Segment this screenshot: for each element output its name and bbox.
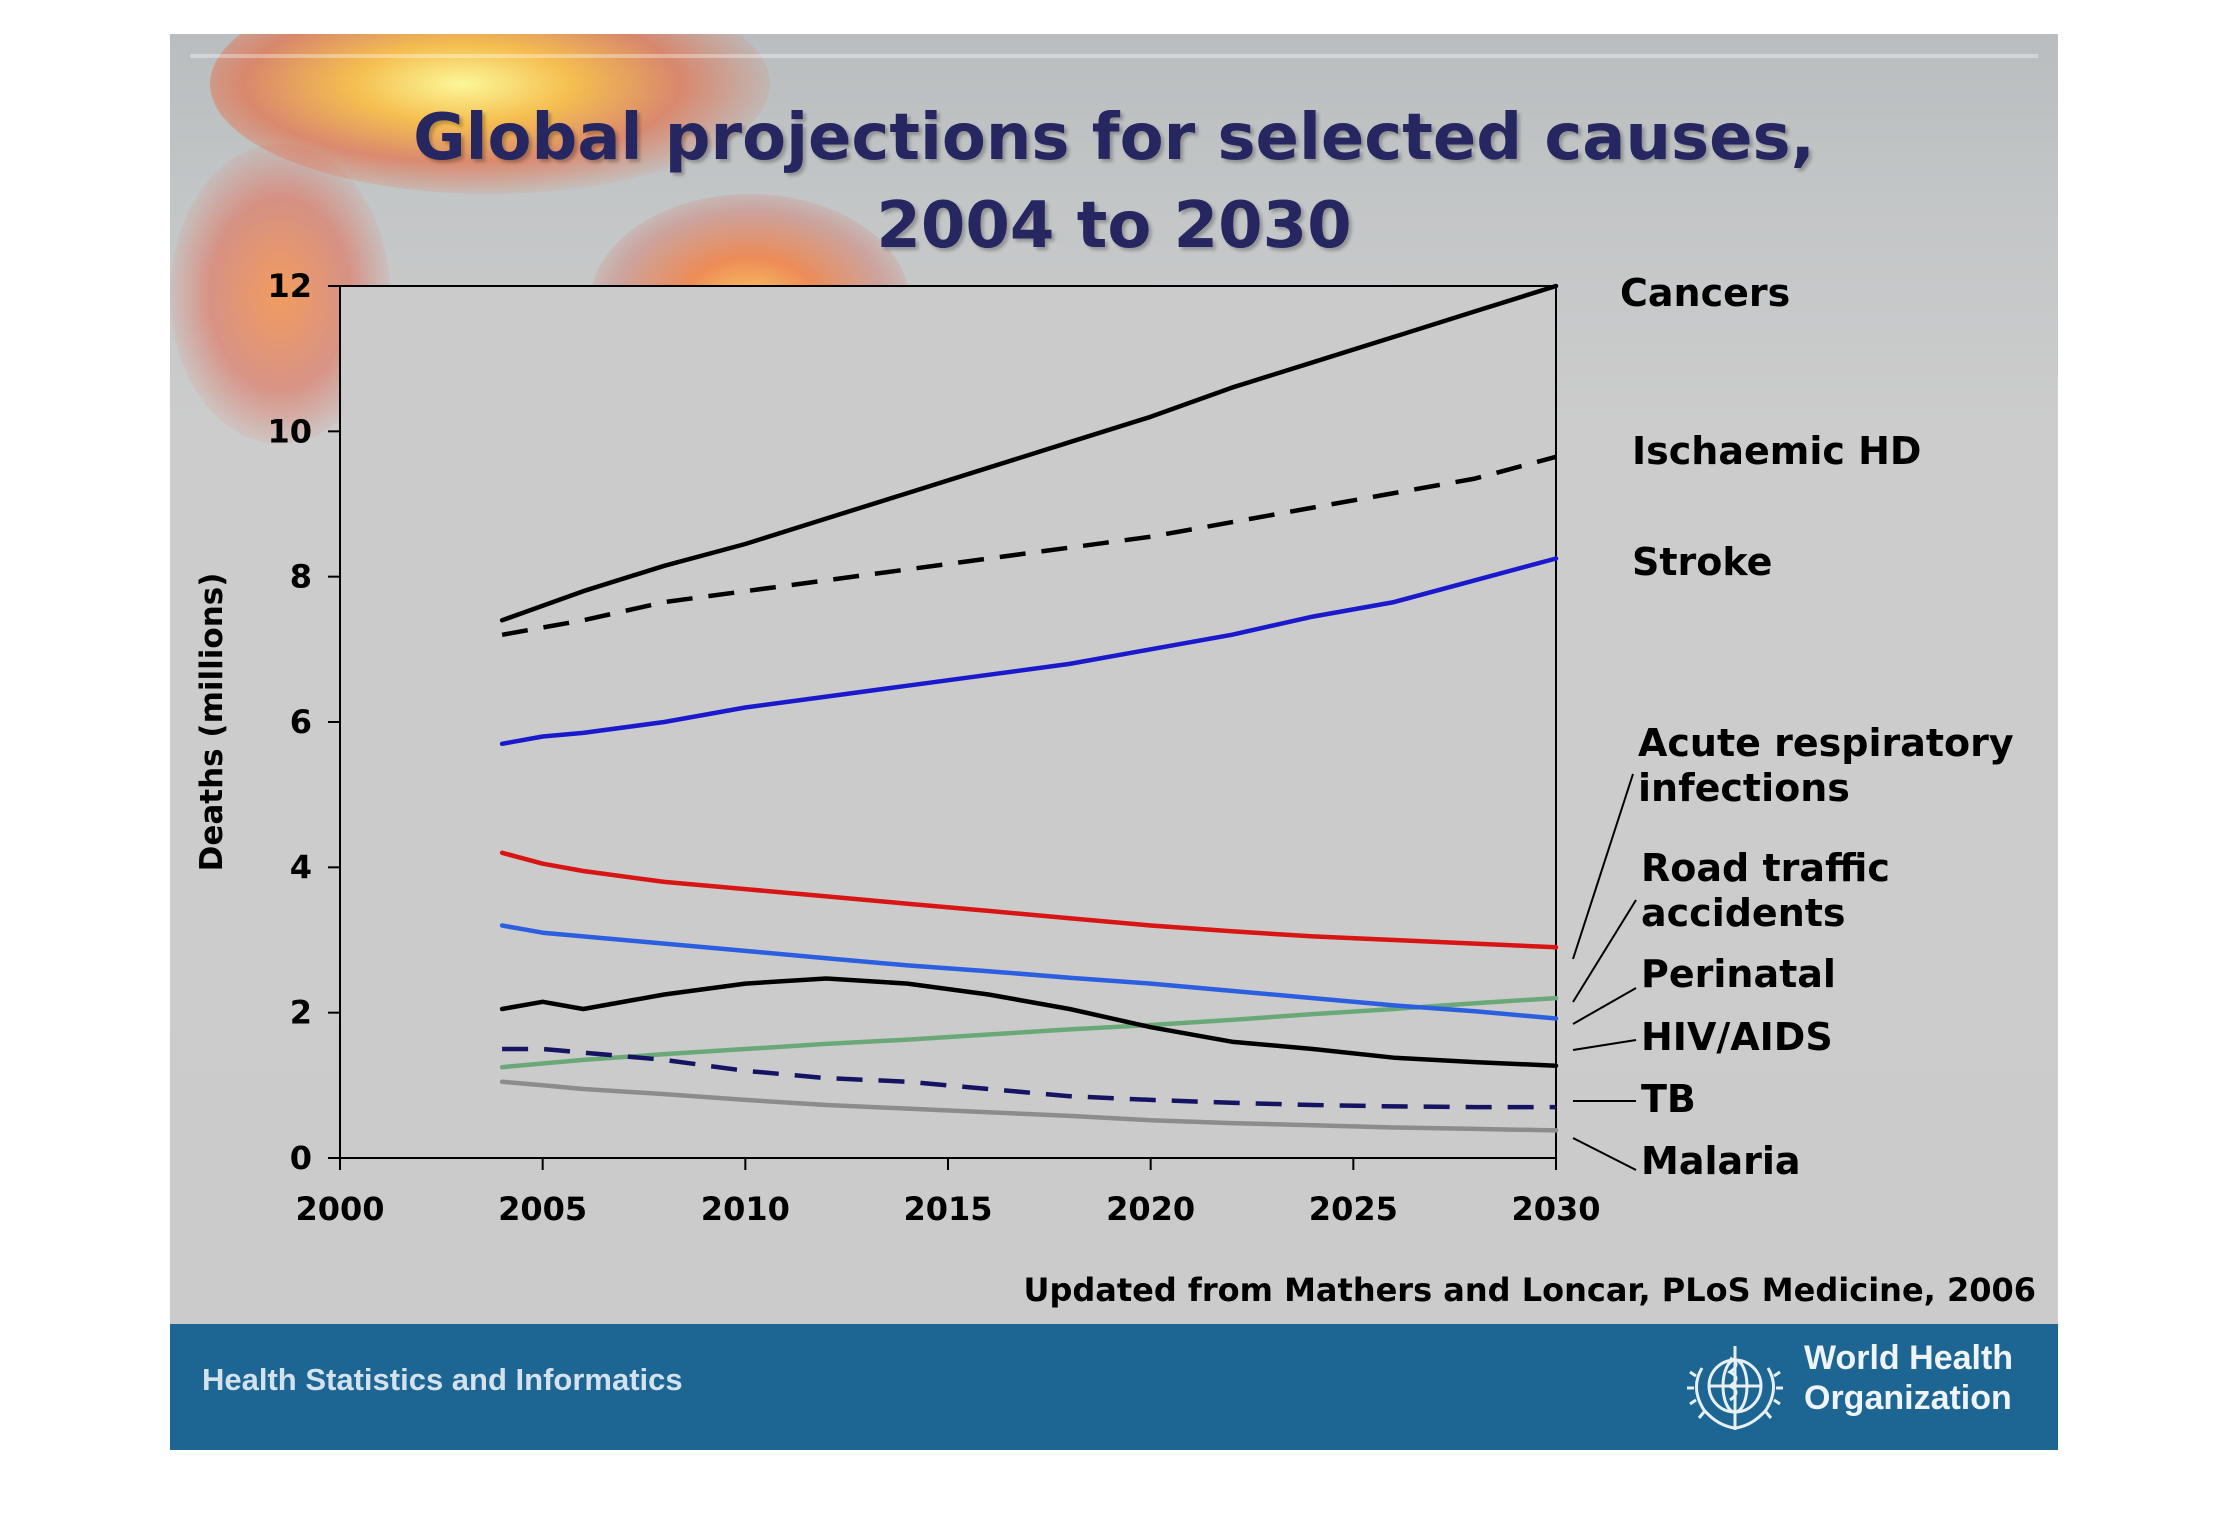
header-band-line [190, 54, 2038, 58]
slide: Global projections for selected causes, … [170, 34, 2058, 1450]
who-name-line-1: World Health [1804, 1339, 2014, 1377]
footer-bar: Health Statistics and Informatics World … [170, 1324, 2058, 1450]
y-tick-label: 8 [290, 558, 312, 596]
y-tick-label: 10 [267, 412, 312, 450]
x-tick-label: 2000 [295, 1190, 384, 1228]
series-label-stroke: Stroke [1632, 540, 1772, 584]
leader-line [1572, 1137, 1637, 1171]
who-emblem-icon [1687, 1346, 1783, 1430]
series-label-malaria: Malaria [1641, 1139, 1801, 1183]
series-line-road-traffic-accidents [499, 995, 1559, 1070]
series-line-cancers [499, 283, 1559, 623]
y-axis-label: Deaths (millions) [194, 573, 230, 872]
series-label-acute-respiratory-infections: Acute respiratory infections [1638, 721, 2014, 810]
x-tick-label: 2005 [498, 1190, 587, 1228]
y-tick-label: 6 [290, 703, 312, 741]
series-line-tb [502, 1046, 1556, 1110]
footer-text: Health Statistics and Informatics [202, 1362, 683, 1397]
series-label-road-traffic-accidents: Road traffic accidents [1641, 846, 1890, 935]
plot-area [339, 285, 1557, 1159]
slide-title: Global projections for selected causes, … [170, 94, 2058, 270]
series-label-tb: TB [1641, 1077, 1696, 1121]
source-note: Updated from Mathers and Loncar, PLoS Me… [1023, 1271, 2036, 1309]
series-line-acute-respiratory-infections [499, 850, 1559, 950]
x-tick-label: 2030 [1511, 1190, 1600, 1228]
who-logo-text: World Health Organization [1804, 1338, 2013, 1418]
y-tick-label: 4 [290, 848, 312, 886]
leader-line [1572, 987, 1637, 1025]
x-tick-label: 2025 [1309, 1190, 1398, 1228]
who-name-line-2: Organization [1804, 1379, 2012, 1417]
series-label-hiv-aids: HIV/AIDS [1641, 1015, 1833, 1059]
title-line-2: 2004 to 2030 [876, 189, 1352, 263]
series-line-stroke [499, 556, 1559, 747]
series-line-perinatal [499, 923, 1559, 1021]
y-tick-label: 12 [267, 267, 312, 305]
x-tick-label: 2010 [701, 1190, 790, 1228]
series-group [499, 283, 1559, 1133]
line-chart: 2000 2005 2010 2015 2020 2025 2030 0 2 4 6 8 10 12 Ca… [194, 267, 2014, 1228]
title-line-1: Global projections for selected causes, [413, 101, 1815, 175]
x-tick-label: 2015 [903, 1190, 992, 1228]
leader-line [1572, 1039, 1637, 1051]
series-line-malaria [499, 1079, 1559, 1133]
y-tick-label: 2 [290, 994, 312, 1032]
series-label-ischaemic-hd: Ischaemic HD [1632, 429, 1921, 473]
y-tick-label: 0 [290, 1139, 312, 1177]
series-line-hiv-aids [499, 976, 1559, 1068]
leader-line [1572, 773, 1634, 960]
series-label-cancers: Cancers [1620, 271, 1790, 315]
series-label-perinatal: Perinatal [1641, 952, 1836, 996]
x-tick-label: 2020 [1106, 1190, 1195, 1228]
series-labels: Cancers Ischaemic HD Stroke Acute respirato… [1572, 271, 2014, 1183]
leader-line [1572, 899, 1637, 1003]
axes: 2000 2005 2010 2015 2020 2025 2030 0 2 4 6 8 10 12 [267, 267, 1600, 1228]
